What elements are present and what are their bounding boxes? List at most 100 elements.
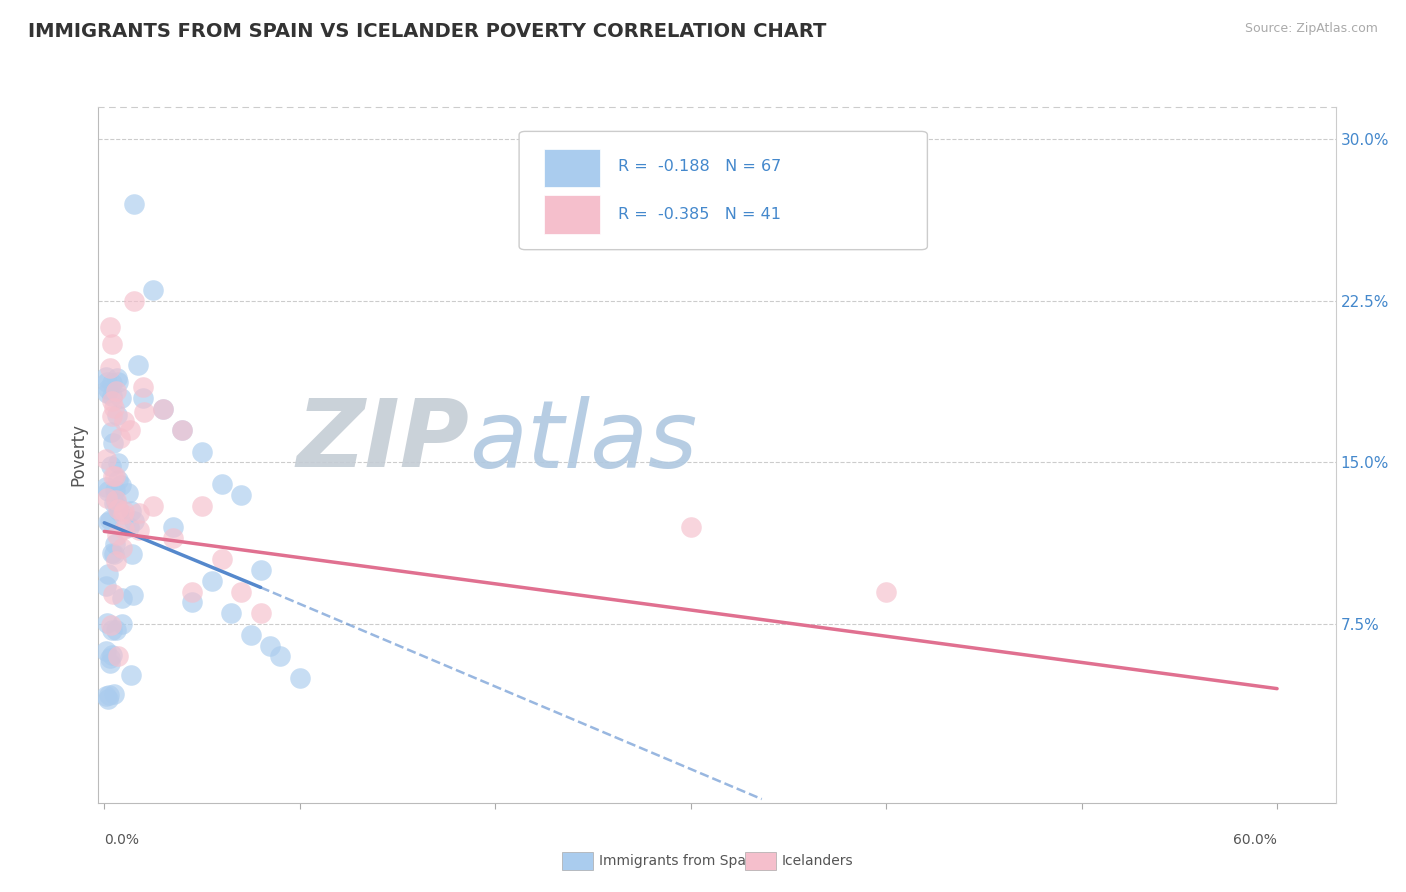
Point: [120, 504, 142, 518]
Point: [101, 436, 124, 450]
Point: [111, 616, 134, 631]
Point: [101, 337, 124, 351]
Point: [239, 628, 262, 642]
Point: [98, 360, 121, 375]
Text: 60.0%: 60.0%: [1233, 833, 1277, 847]
Point: [112, 522, 135, 536]
Point: [249, 563, 271, 577]
Text: Icelanders: Icelanders: [782, 854, 853, 868]
Point: [108, 431, 131, 445]
FancyBboxPatch shape: [544, 149, 599, 187]
Point: [101, 389, 124, 403]
Text: R =  -0.188   N = 67: R = -0.188 N = 67: [619, 159, 782, 174]
Point: [152, 401, 174, 416]
Point: [152, 401, 174, 416]
Point: [96, 452, 118, 467]
Point: [101, 648, 124, 663]
Point: [142, 499, 165, 513]
Point: [162, 520, 184, 534]
Point: [132, 405, 155, 419]
Point: [132, 391, 155, 405]
Point: [221, 606, 243, 620]
Point: [103, 401, 125, 416]
Point: [100, 425, 122, 440]
Point: [96, 616, 118, 631]
Point: [105, 384, 128, 399]
Point: [181, 595, 204, 609]
Point: [121, 588, 143, 602]
Point: [100, 320, 122, 334]
Point: [97, 688, 120, 702]
Point: [105, 493, 128, 508]
Point: [112, 414, 135, 428]
Point: [100, 656, 122, 670]
Y-axis label: Poverty: Poverty: [69, 424, 87, 486]
Point: [105, 527, 128, 541]
Point: [142, 283, 165, 297]
Text: ZIP: ZIP: [297, 395, 470, 487]
Point: [107, 502, 129, 516]
Point: [288, 671, 311, 685]
Point: [96, 480, 118, 494]
Point: [172, 423, 194, 437]
Point: [96, 375, 118, 389]
Point: [127, 358, 149, 372]
Text: R =  -0.385   N = 41: R = -0.385 N = 41: [619, 207, 782, 222]
Point: [121, 548, 143, 562]
Point: [117, 486, 139, 500]
Point: [100, 624, 122, 638]
Text: Source: ZipAtlas.com: Source: ZipAtlas.com: [1244, 22, 1378, 36]
FancyBboxPatch shape: [519, 131, 928, 250]
FancyBboxPatch shape: [544, 195, 599, 234]
Point: [103, 469, 125, 483]
Point: [104, 468, 127, 483]
Point: [96, 690, 118, 704]
Point: [110, 541, 132, 555]
Point: [97, 484, 120, 499]
Point: [100, 513, 122, 527]
Point: [120, 667, 142, 681]
Point: [211, 477, 233, 491]
Text: 0.0%: 0.0%: [104, 833, 139, 847]
Point: [105, 409, 128, 423]
Point: [97, 691, 120, 706]
Point: [105, 623, 128, 637]
Point: [96, 386, 118, 401]
Point: [108, 504, 131, 518]
Point: [107, 376, 129, 390]
Point: [100, 650, 122, 665]
Point: [96, 644, 118, 658]
Point: [118, 423, 141, 437]
Point: [110, 391, 132, 405]
Point: [181, 584, 204, 599]
Point: [269, 649, 291, 664]
Point: [103, 496, 125, 510]
Point: [191, 499, 214, 513]
Point: [105, 371, 128, 385]
Point: [172, 423, 194, 437]
Point: [201, 574, 224, 588]
Point: [112, 504, 135, 518]
Point: [107, 473, 129, 487]
Point: [118, 520, 141, 534]
Point: [111, 591, 134, 605]
Point: [97, 515, 120, 529]
Point: [229, 584, 252, 599]
Point: [110, 478, 132, 492]
Point: [132, 380, 155, 394]
Point: [100, 617, 122, 632]
Point: [122, 197, 145, 211]
Point: [100, 376, 122, 390]
Point: [96, 369, 118, 384]
Point: [128, 523, 150, 537]
Point: [97, 382, 120, 396]
Point: [96, 491, 118, 505]
Point: [259, 639, 281, 653]
Point: [104, 494, 127, 508]
Point: [124, 514, 146, 528]
Point: [191, 444, 214, 458]
Point: [97, 567, 120, 582]
Point: [111, 507, 134, 521]
Point: [101, 393, 124, 408]
Point: [211, 552, 233, 566]
